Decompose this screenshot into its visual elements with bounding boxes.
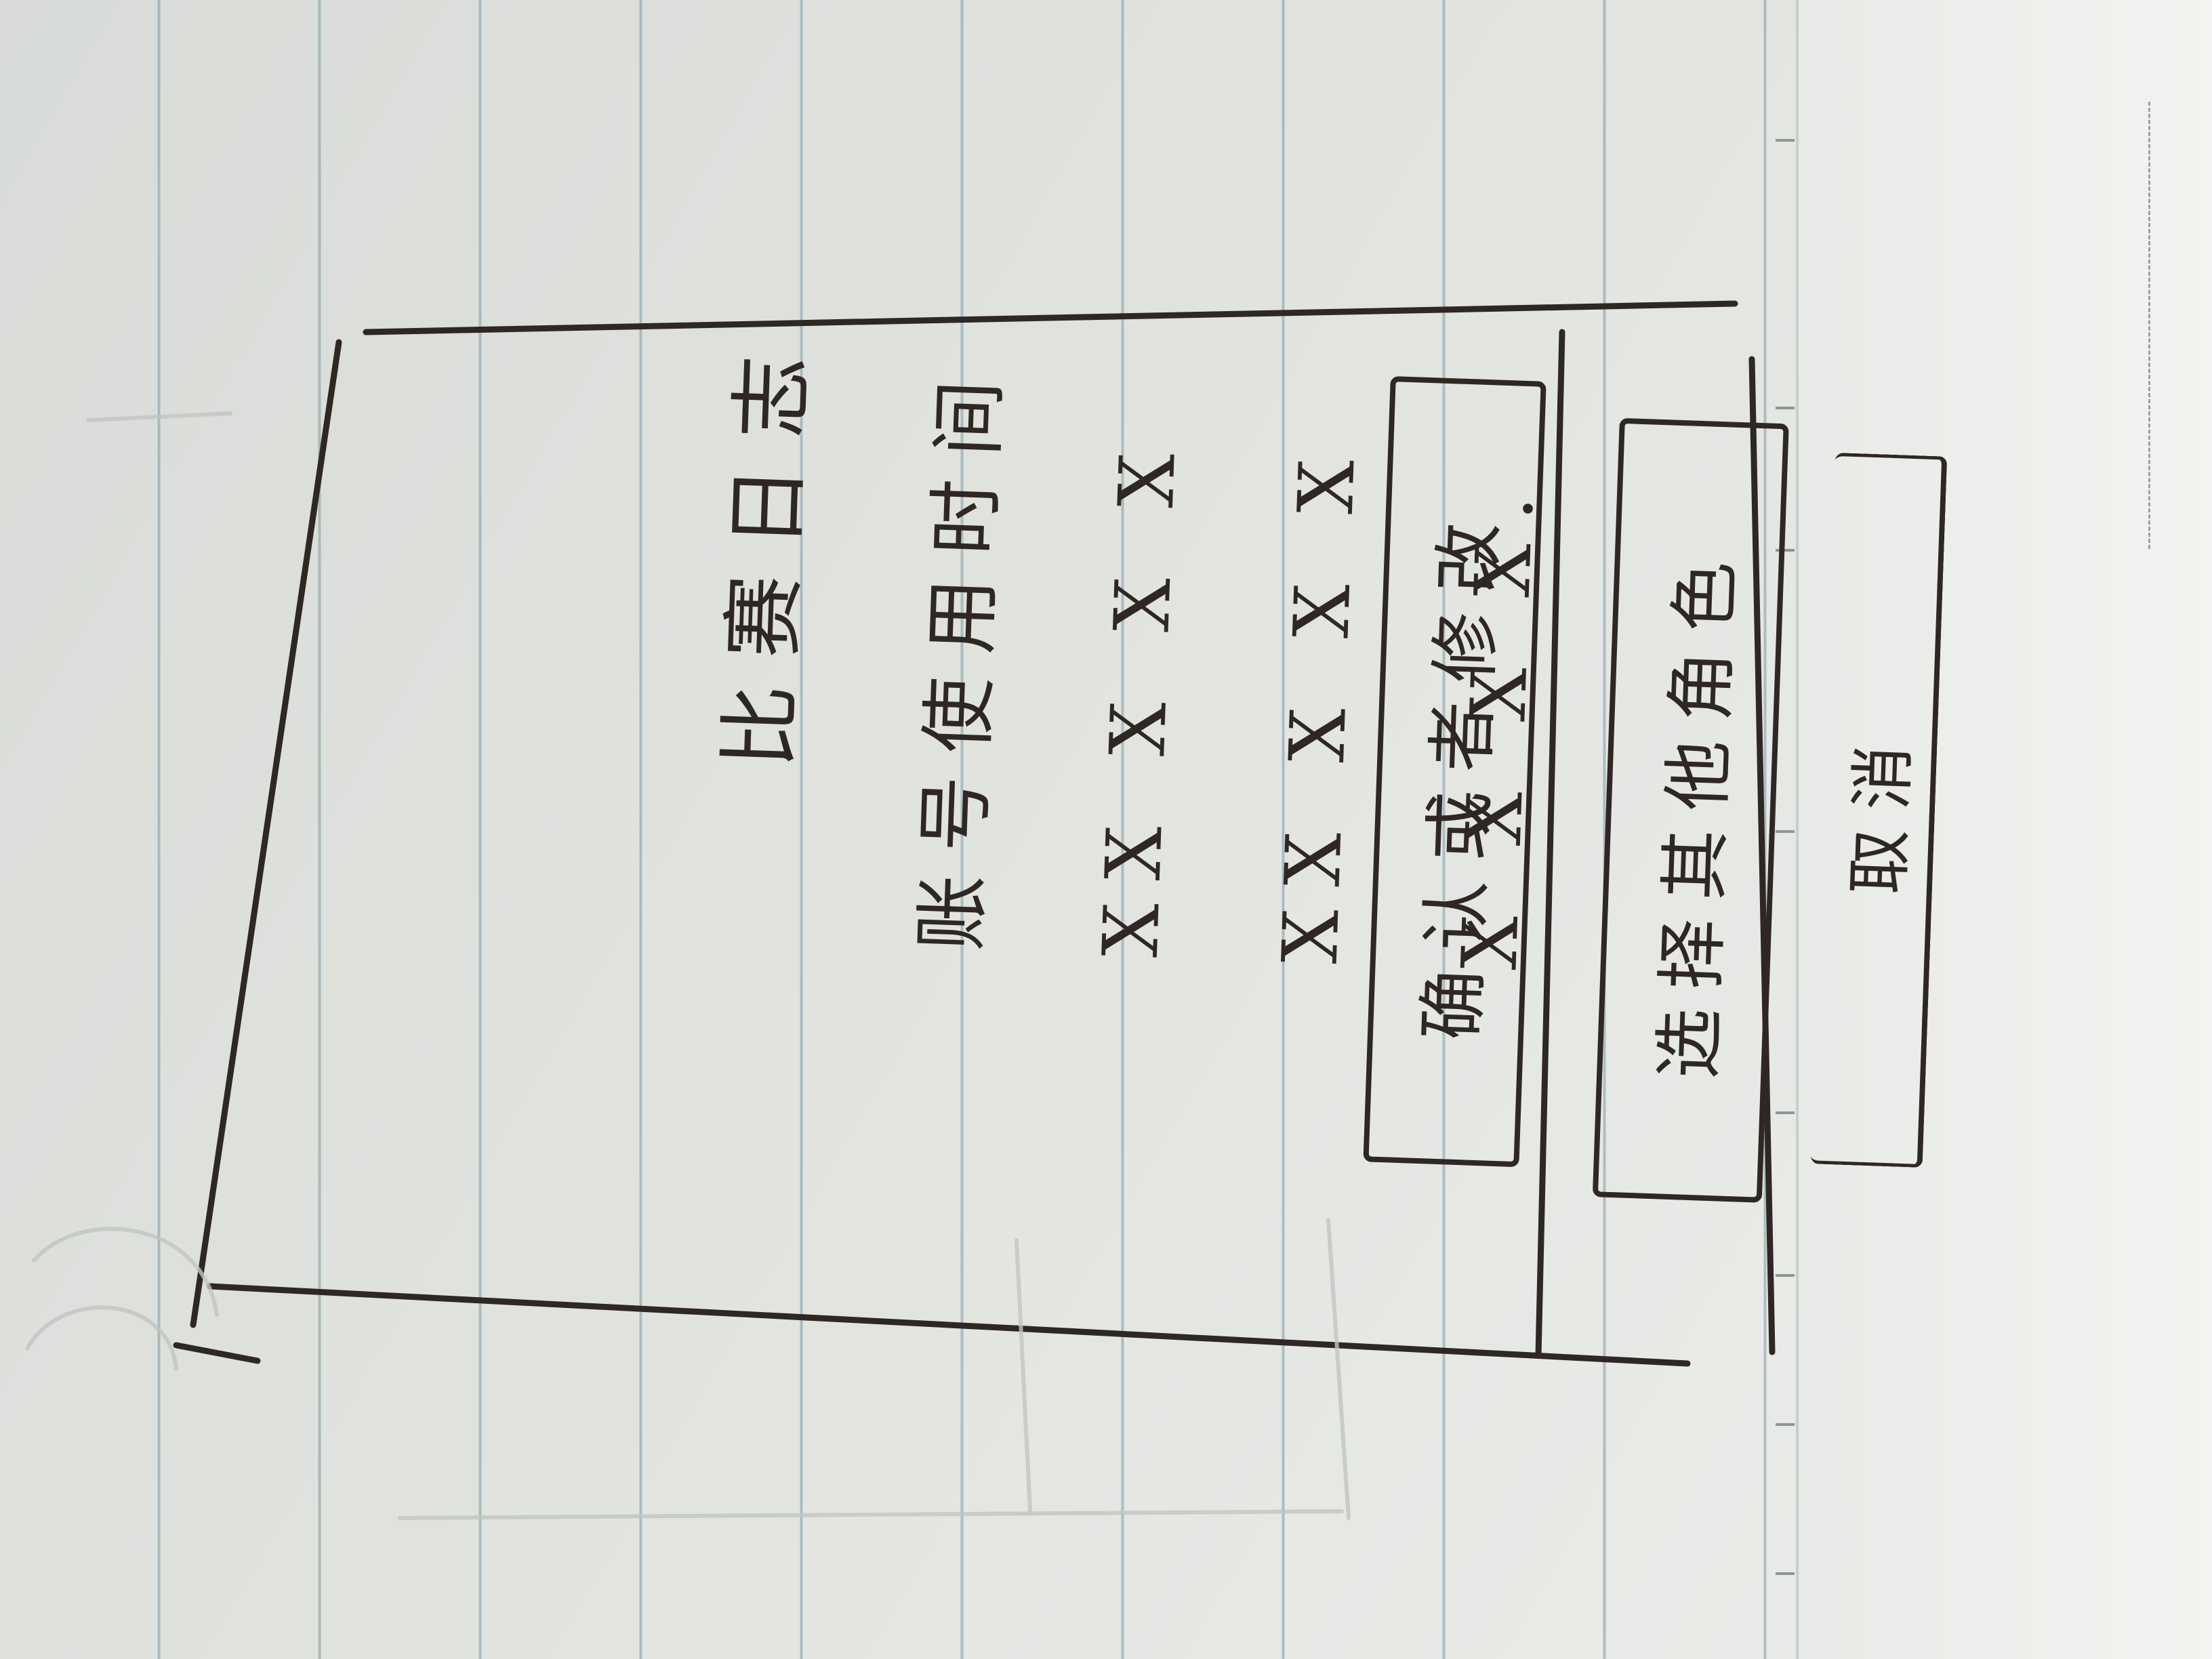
perforation-line: [2148, 102, 2150, 549]
pencil-trace: [32, 1227, 219, 1317]
pencil-trace: [86, 411, 232, 422]
margin-tick: [1776, 1423, 1795, 1426]
frame-top-edge: [363, 300, 1738, 335]
confirm-or-modify-button[interactable]: 确认或者修改: [1363, 375, 1547, 1168]
choose-other-role-button[interactable]: 选择其他角色: [1592, 417, 1789, 1203]
margin-tick: [1776, 830, 1795, 833]
info-line: 账号使用时间: [907, 356, 1017, 953]
cancel-button[interactable]: 取消: [1810, 452, 1948, 1168]
pencil-trace: [1015, 1238, 1032, 1513]
frame-left-edge: [190, 339, 342, 1328]
info-line: XX X X X: [1086, 428, 1193, 959]
margin-tick: [1776, 1572, 1795, 1575]
margin-tick: [1776, 549, 1795, 552]
header-outer-edge: [1748, 356, 1776, 1355]
pencil-trace: [1326, 1218, 1351, 1520]
margin-tick: [1776, 1111, 1795, 1114]
margin-tick: [1776, 1274, 1795, 1277]
phone-screen-sketch: 比赛日志 账号使用时间 XX X X X XX X X X X X X X. 确…: [608, 323, 1967, 1277]
pencil-trace: [398, 1509, 1344, 1520]
pencil-trace: [25, 1305, 178, 1371]
margin-tick: [1776, 407, 1795, 409]
next-page-edge: [1796, 0, 2212, 1659]
frame-corner-mark: [173, 1342, 261, 1364]
margin-tick: [1776, 139, 1795, 142]
page-title: 比赛日志: [711, 327, 823, 770]
frame-bottom-edge: [207, 1283, 1691, 1367]
header-divider: [1535, 329, 1565, 1359]
